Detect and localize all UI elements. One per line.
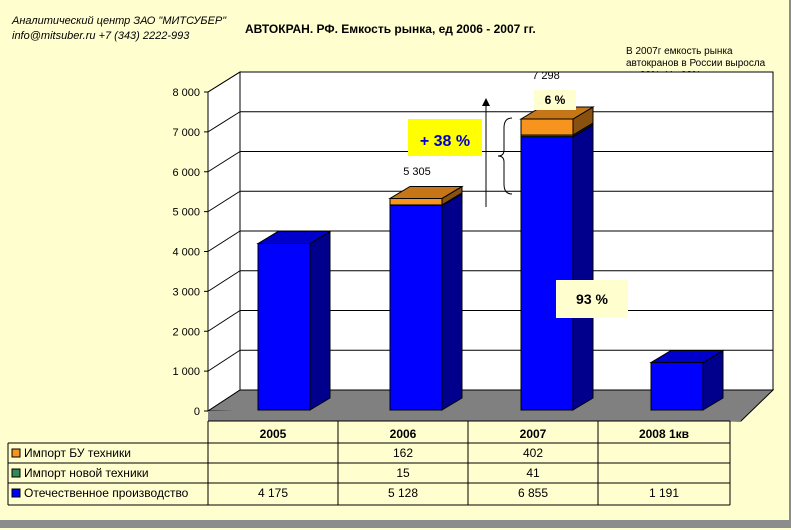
table-cell-value: 4 175: [258, 486, 288, 500]
share-used-label: 6 %: [545, 93, 566, 107]
gridline-side: [207, 71, 241, 93]
chart-title: АВТОКРАН. РФ. Емкость рынка, ед 2006 - 2…: [245, 22, 536, 36]
bar-segment-side: [572, 123, 594, 411]
legend-swatch: [11, 488, 21, 498]
bar-segment-top: [649, 350, 725, 364]
share-domestic-label: 93 %: [576, 291, 608, 307]
legend-swatch: [11, 468, 21, 478]
legend-swatch: [11, 448, 21, 458]
category-label: 2008 1кв: [639, 427, 689, 441]
category-label: 2005: [260, 427, 287, 441]
bar-segment: [520, 118, 574, 136]
gridline-side: [207, 270, 241, 292]
bar-segment-top: [388, 185, 464, 199]
total-label-2007: 7 298: [532, 70, 560, 82]
source-line-2: info@mitsuber.ru +7 (343) 2222-993: [12, 30, 190, 42]
growth-highlight: [408, 119, 482, 156]
y-tick-label: 4 000: [172, 247, 200, 259]
gridline-side: [207, 310, 241, 332]
table-cell-value: 162: [393, 446, 413, 460]
legend-label: Импорт новой техники: [24, 466, 149, 480]
growth-brace: [497, 117, 513, 195]
bar-segment: [389, 205, 443, 411]
y-tick-label: 0: [194, 406, 200, 418]
bar-segment: [520, 136, 574, 411]
gridline-side: [207, 190, 241, 213]
gridline-side: [207, 111, 241, 133]
table-cell-value: 5 128: [388, 486, 418, 500]
y-tick-label: 2 000: [172, 326, 200, 338]
y-tick-label: 1 000: [172, 366, 200, 378]
y-tick-label: 7 000: [172, 127, 200, 139]
table-cell-value: 15: [396, 466, 410, 480]
source-line-1: Аналитический центр ЗАО "МИТСУБЕР": [12, 15, 227, 27]
bar-segment: [257, 243, 311, 411]
table-cell-value: 1 191: [649, 486, 679, 500]
bar-segment: [650, 362, 704, 411]
y-tick-label: 3 000: [172, 286, 200, 298]
table-cell-value: 6 855: [518, 486, 548, 500]
table-cell-value: 402: [523, 446, 543, 460]
chart-floor-front: [208, 411, 741, 421]
gridline-side: [207, 349, 241, 372]
legend-label: Импорт БУ техники: [24, 446, 131, 460]
category-label: 2007: [520, 427, 547, 441]
category-label: 2006: [390, 427, 417, 441]
bar-segment-top: [256, 231, 332, 245]
table-cell-value: 41: [526, 466, 540, 480]
y-tick-label: 8 000: [172, 87, 200, 99]
share-used-box: [534, 90, 576, 110]
growth-arrow-head: [482, 98, 490, 106]
gridline-side: [207, 230, 241, 252]
bar-segment: [389, 197, 443, 206]
share-domestic-box: [556, 280, 628, 318]
bar-segment-side: [441, 192, 463, 411]
growth-label: + 38 %: [420, 133, 470, 150]
gridline-side: [207, 151, 241, 173]
y-tick-label: 5 000: [172, 207, 200, 219]
total-label-2006: 5 305: [403, 166, 431, 178]
y-tick-label: 6 000: [172, 167, 200, 179]
bar-segment-side: [309, 230, 331, 411]
legend-label: Отечественное производство: [24, 486, 189, 500]
